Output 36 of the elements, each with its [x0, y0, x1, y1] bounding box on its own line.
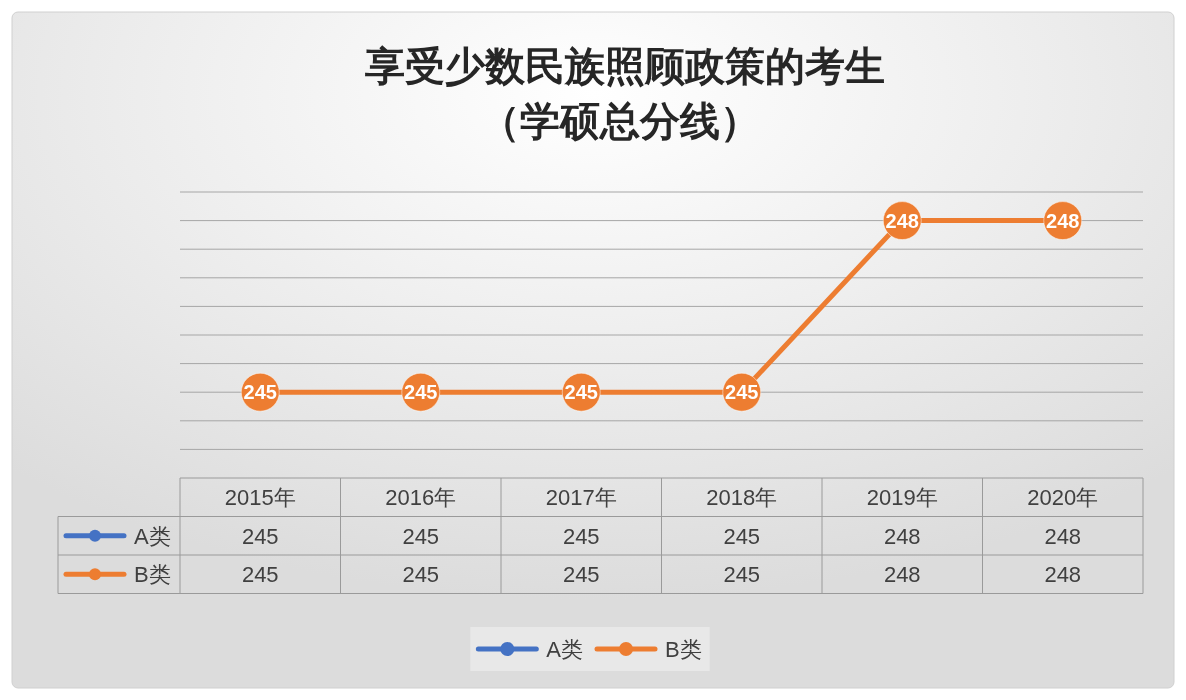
x-tick-label: 2020年 — [1027, 485, 1099, 510]
chart-subtitle: （学硕总分线） — [480, 99, 760, 143]
table-cell: 245 — [562, 562, 600, 588]
point: 248 — [1043, 201, 1082, 240]
annotation: 245 — [404, 381, 438, 404]
x-tick-label: 2017年 — [545, 485, 617, 510]
table-cell: 245 — [241, 562, 279, 588]
point: 245 — [401, 372, 440, 412]
point: 248 — [883, 201, 922, 240]
x-tick-label: 2016年 — [385, 485, 457, 510]
legend-label: A类 — [134, 523, 171, 549]
legend-label: A类 — [546, 637, 583, 662]
x-tick-label: 2018年 — [706, 485, 778, 510]
table-cell: 248 — [883, 523, 921, 549]
legend-label: B类 — [665, 637, 702, 662]
point: 245 — [722, 372, 761, 412]
chart-title: 享受少数民族照顾政策的考生 — [365, 44, 885, 88]
x-tick-label: 2019年 — [866, 485, 938, 510]
annotation: 248 — [885, 209, 919, 232]
annotation: 245 — [243, 381, 277, 404]
table-cell: 248 — [1044, 523, 1082, 549]
table-cell: 245 — [723, 523, 761, 549]
point: 245 — [562, 372, 601, 412]
table-cell: 245 — [241, 523, 279, 549]
legend-label: B类 — [134, 562, 171, 588]
table-cell: 248 — [883, 562, 921, 588]
annotation: 245 — [564, 381, 598, 404]
table-cell: 245 — [402, 523, 440, 549]
point: 245 — [241, 372, 280, 412]
table-cell: 245 — [562, 523, 600, 549]
annotation: 248 — [1046, 209, 1080, 232]
table-cell: 245 — [723, 562, 761, 588]
annotation: 245 — [725, 381, 759, 404]
x-tick-label: 2015年 — [224, 485, 296, 510]
table-cell: 245 — [402, 562, 440, 588]
table-cell: 248 — [1044, 562, 1082, 588]
